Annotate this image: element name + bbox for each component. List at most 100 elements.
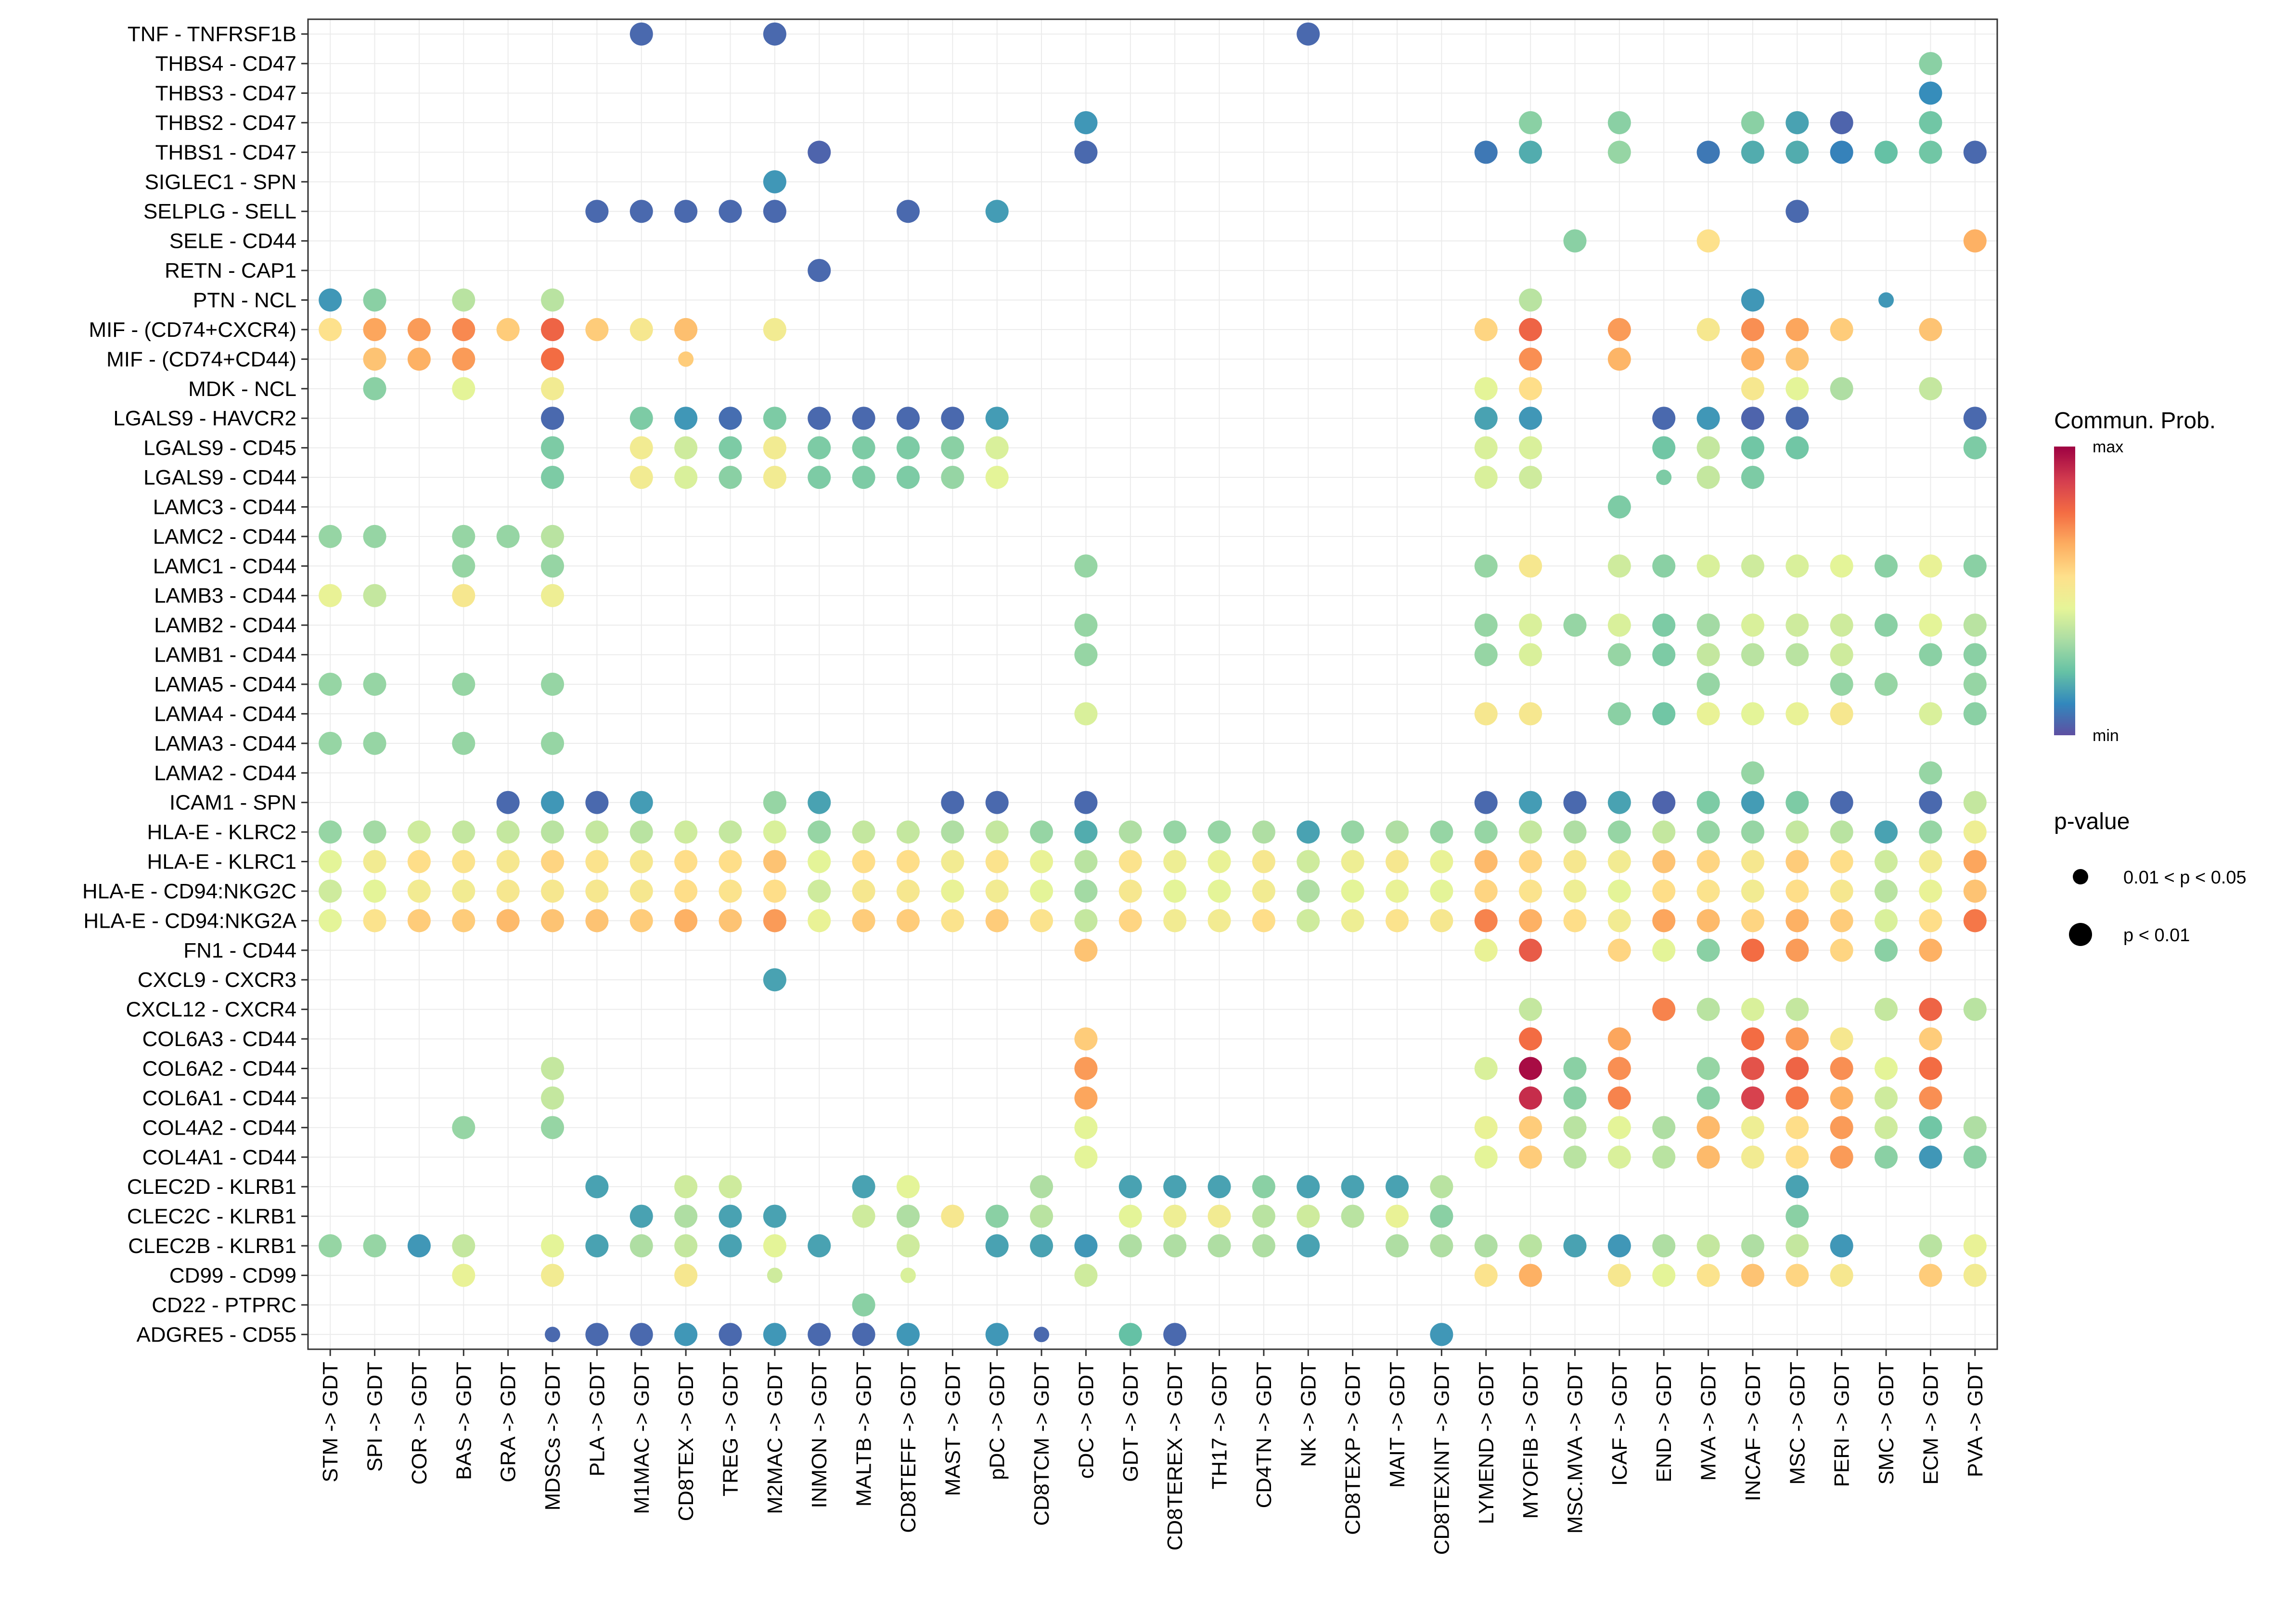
data-point xyxy=(1652,1234,1676,1258)
data-point xyxy=(1563,820,1587,844)
data-point xyxy=(985,200,1009,223)
data-point xyxy=(1919,81,1942,105)
data-point xyxy=(452,347,475,371)
data-point xyxy=(1607,938,1631,962)
data-point xyxy=(1474,702,1498,726)
data-point xyxy=(1963,702,1987,726)
data-point xyxy=(1563,1086,1587,1110)
data-point xyxy=(1963,850,1987,873)
color-legend-title: Commun. Prob. xyxy=(2054,408,2216,434)
data-point xyxy=(808,1234,831,1258)
data-point xyxy=(767,1267,783,1283)
y-tick-label: COL6A1 - CD44 xyxy=(142,1087,296,1110)
data-point xyxy=(1563,1057,1587,1080)
data-point xyxy=(1919,879,1942,903)
data-point xyxy=(1030,850,1053,873)
data-point xyxy=(1741,938,1764,962)
data-point xyxy=(1030,1175,1053,1199)
data-point xyxy=(763,820,786,844)
data-point xyxy=(1919,1027,1942,1051)
data-point xyxy=(452,909,475,933)
data-point xyxy=(1074,938,1098,962)
y-tick-label: CD22 - PTPRC xyxy=(152,1293,296,1317)
data-point xyxy=(1919,1264,1942,1287)
data-point xyxy=(1785,1086,1809,1110)
x-tick-label: INMON -> GDT xyxy=(808,1362,831,1508)
data-point xyxy=(719,466,742,489)
data-point xyxy=(678,351,694,367)
data-point xyxy=(1563,614,1587,637)
data-point xyxy=(763,466,786,489)
data-point xyxy=(1207,1175,1231,1199)
data-point xyxy=(1030,820,1053,844)
data-point xyxy=(1696,673,1720,696)
data-point xyxy=(896,879,920,903)
data-point xyxy=(1785,1145,1809,1169)
data-point xyxy=(1207,1234,1231,1258)
data-point xyxy=(1474,1264,1498,1287)
data-point xyxy=(1830,1145,1853,1169)
y-axis: TNF - TNFRSF1B THBS4 - CD47 THBS3 - CD47 TH… xyxy=(82,23,308,1346)
data-point xyxy=(1607,614,1631,637)
data-point xyxy=(1919,141,1942,164)
y-tick-label: SELE - CD44 xyxy=(169,230,296,253)
data-point xyxy=(1652,997,1676,1021)
data-point xyxy=(1963,407,1987,430)
data-point xyxy=(1830,614,1853,637)
x-tick-label: MAST -> GDT xyxy=(941,1362,964,1496)
data-point xyxy=(541,1234,565,1258)
data-point xyxy=(1919,1116,1942,1139)
data-point xyxy=(1652,1116,1676,1139)
data-point xyxy=(719,909,742,933)
data-point xyxy=(1919,111,1942,134)
data-point xyxy=(452,318,475,341)
x-tick-label: CD8TEREX -> GDT xyxy=(1163,1362,1187,1550)
data-point xyxy=(1074,141,1098,164)
data-point xyxy=(1785,1057,1809,1080)
data-point xyxy=(363,524,386,548)
data-point xyxy=(1341,1175,1364,1199)
y-tick-label: RETN - CAP1 xyxy=(165,259,296,282)
y-tick-label: LAMC3 - CD44 xyxy=(153,495,296,519)
data-point xyxy=(1875,1057,1898,1080)
data-point xyxy=(1607,554,1631,578)
data-point xyxy=(1830,1116,1853,1139)
data-point xyxy=(763,436,786,460)
data-point xyxy=(363,879,386,903)
data-point xyxy=(985,850,1009,873)
data-point xyxy=(1963,141,1987,164)
data-point xyxy=(674,466,698,489)
y-tick-label: LAMB2 - CD44 xyxy=(154,614,296,637)
data-point xyxy=(1830,1264,1853,1287)
y-tick-label: ICAM1 - SPN xyxy=(169,791,296,815)
data-point xyxy=(1386,1204,1409,1228)
data-point xyxy=(1297,879,1320,903)
data-point xyxy=(1519,288,1542,312)
x-tick-label: MALTB -> GDT xyxy=(852,1362,876,1507)
data-point xyxy=(852,466,875,489)
data-point xyxy=(1297,850,1320,873)
data-point xyxy=(541,524,565,548)
data-point xyxy=(541,407,565,430)
data-point xyxy=(896,200,920,223)
data-point xyxy=(1919,850,1942,873)
data-point xyxy=(452,731,475,755)
data-point xyxy=(1963,1145,1987,1169)
data-point xyxy=(1118,850,1142,873)
data-point xyxy=(1741,909,1764,933)
data-point xyxy=(985,1234,1009,1258)
y-tick-label: CLEC2C - KLRB1 xyxy=(127,1205,296,1228)
data-point xyxy=(808,850,831,873)
data-point xyxy=(1785,614,1809,637)
data-point xyxy=(719,436,742,460)
data-point xyxy=(674,850,698,873)
data-point xyxy=(1919,614,1942,637)
data-point xyxy=(1252,1204,1275,1228)
data-point xyxy=(1785,554,1809,578)
data-point xyxy=(319,584,342,607)
data-point xyxy=(1474,466,1498,489)
data-point xyxy=(1474,820,1498,844)
data-point xyxy=(1519,318,1542,341)
data-point xyxy=(1652,820,1676,844)
